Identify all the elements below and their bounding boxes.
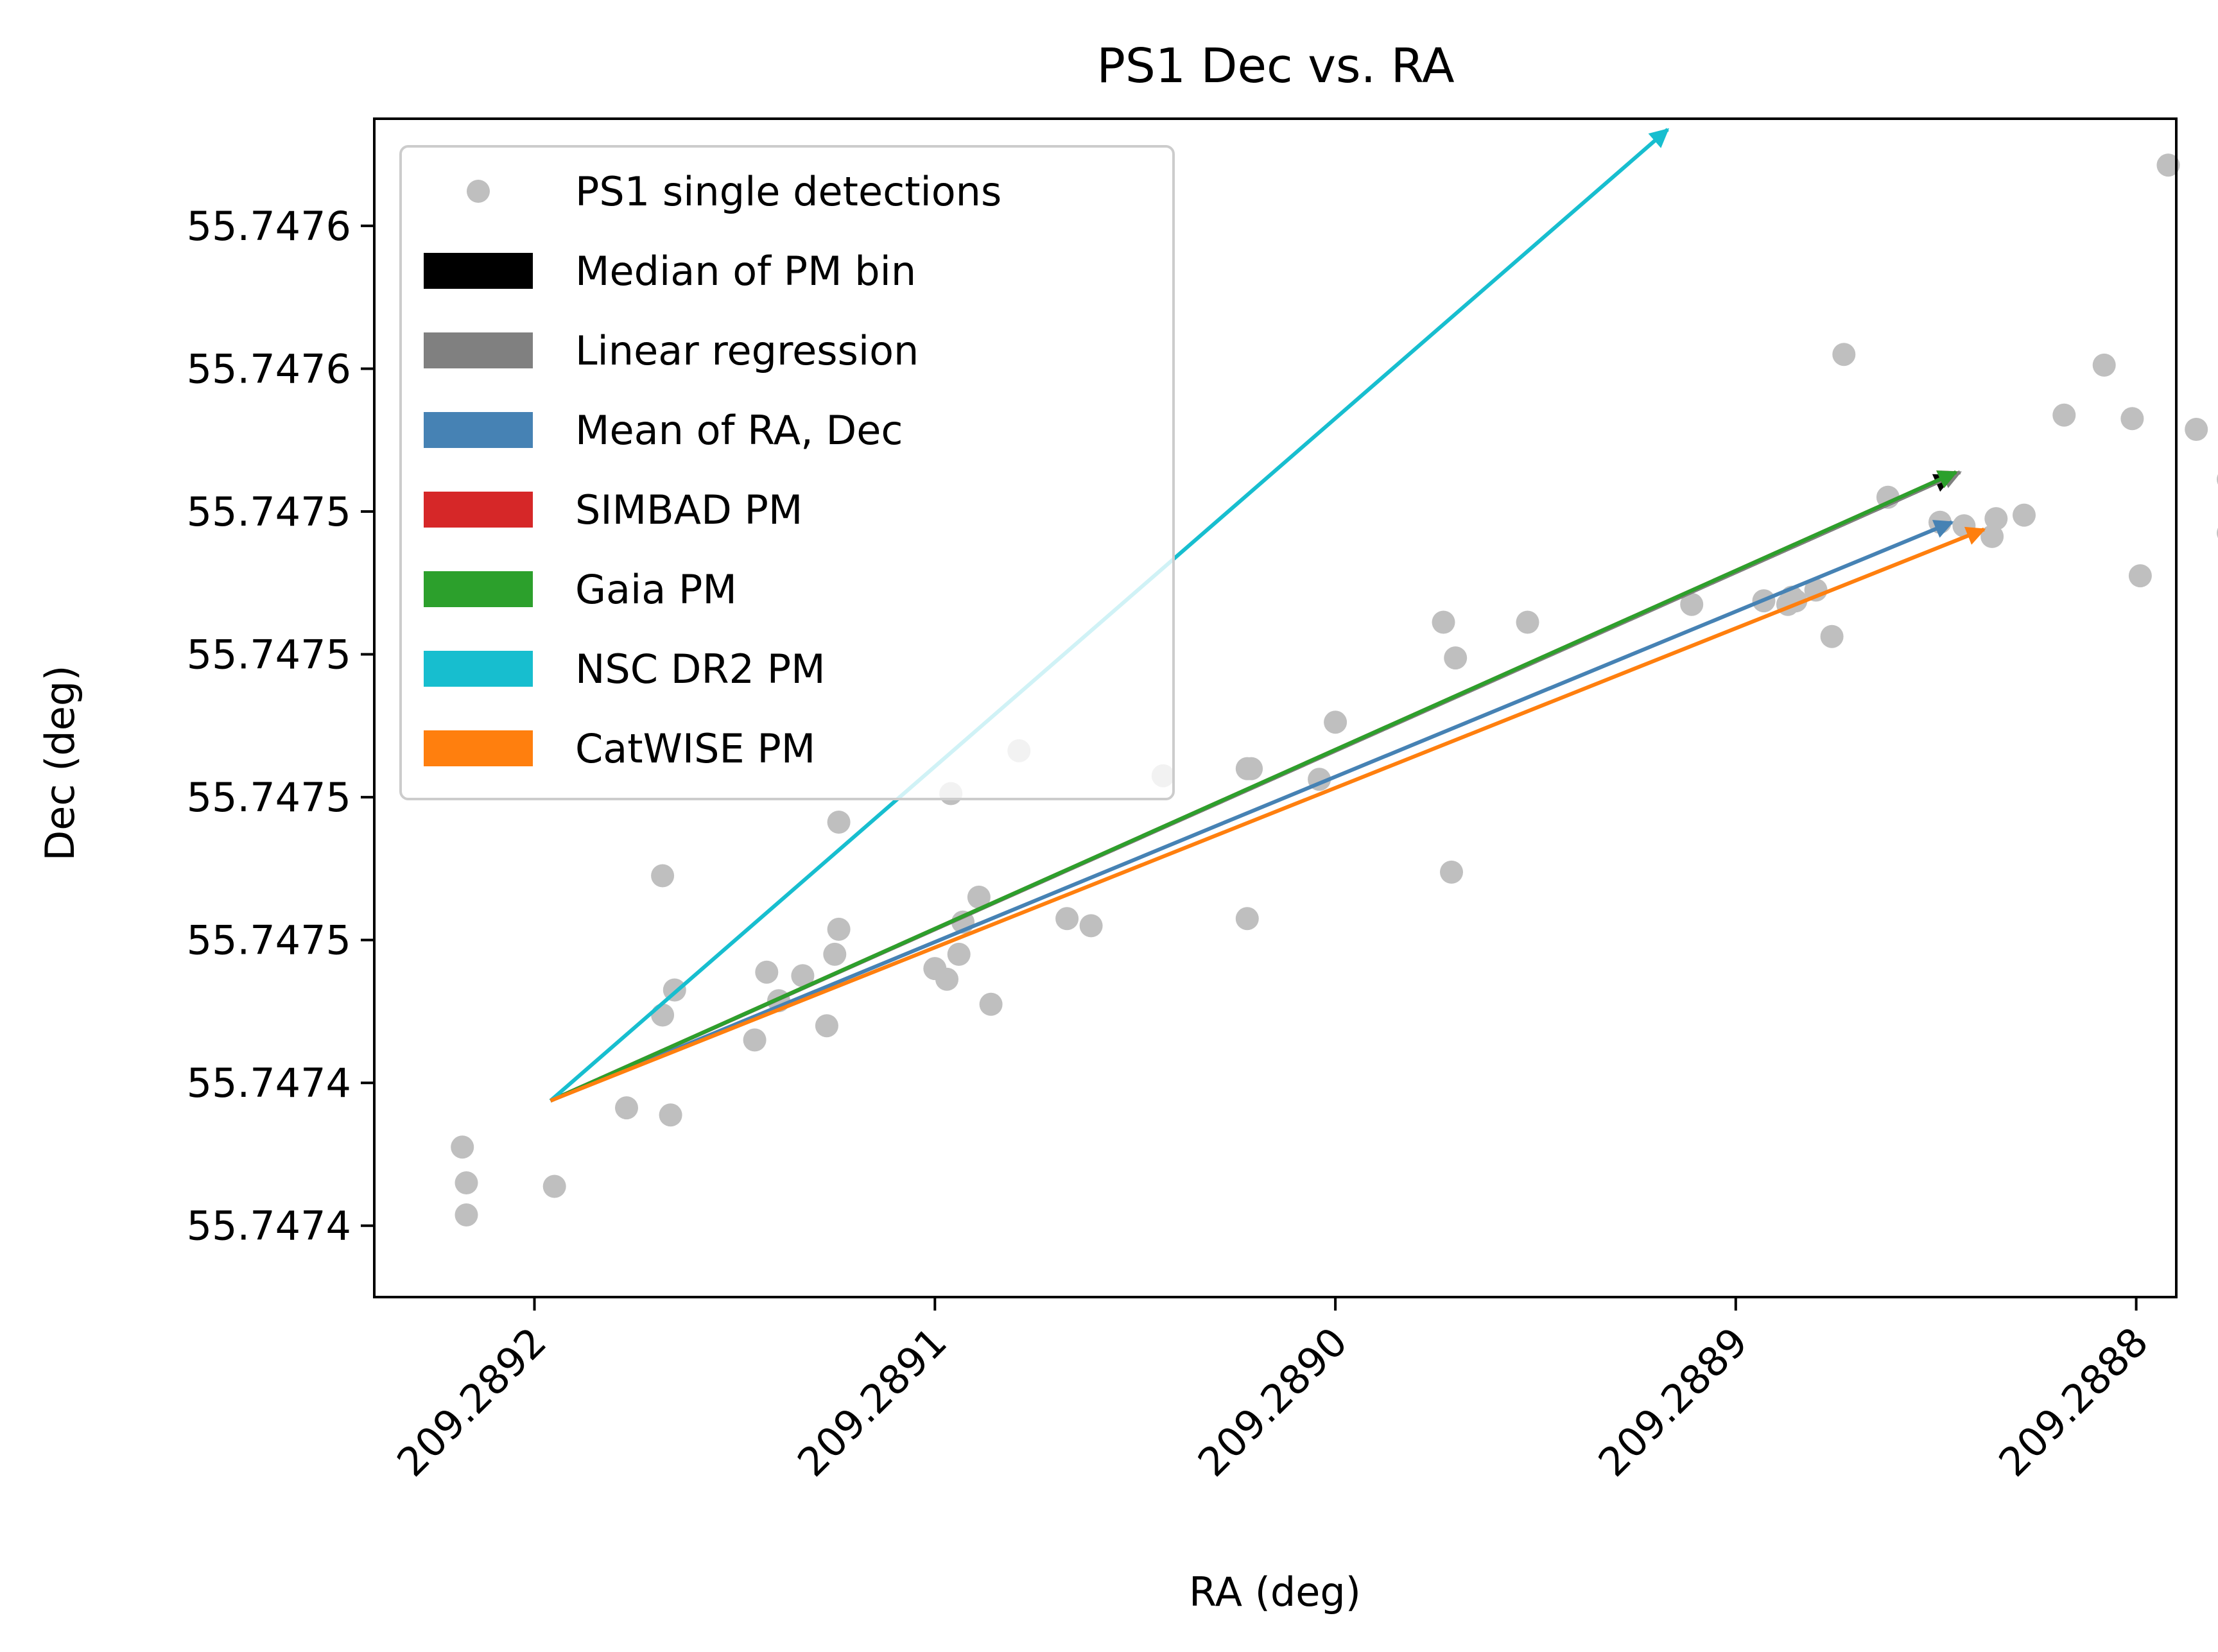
scatter-point [755,960,779,984]
legend-swatch [424,571,533,607]
y-tick-label: 55.7476 [187,346,351,393]
scatter-point [1516,610,1539,634]
y-axis-ticks: 55.7474 55.7474 55.7475 55.7475 55.7475 55.74… [187,203,374,1250]
legend-swatch [424,492,533,528]
scatter-point [542,1174,566,1198]
scatter-point [947,942,971,966]
y-tick-label: 55.7475 [187,488,351,535]
scatter-point [827,917,851,941]
scatter-point [1680,592,1704,616]
legend-swatch [424,412,533,448]
plot-frame [373,117,2178,1298]
scatter-point [651,1003,675,1027]
scatter-point [2013,503,2036,527]
legend-swatch [424,651,533,687]
scatter-point [455,1171,478,1194]
scatter-point [455,1203,478,1226]
scatter-point [1235,907,1259,931]
scatter-point [2120,407,2144,431]
y-axis-label: Dec (deg) [37,666,83,861]
legend-frame [399,145,1175,800]
scatter-point [1324,710,1347,734]
scatter-point [2156,153,2180,177]
legend-label: CatWISE PM [575,725,815,772]
legend-label: NSC DR2 PM [575,646,826,693]
legend-swatch [424,730,533,766]
scatter-point [1444,646,1468,670]
legend-label: Median of PM bin [575,248,916,295]
scatter-point [1432,610,1455,634]
scatter-point [451,1135,474,1159]
legend-swatch [424,253,533,289]
y-tick-label: 55.7475 [187,917,351,964]
legend-marker [467,180,490,203]
scatter-point [823,942,847,966]
scatter-point [1984,507,2008,531]
arrow-gaia-pm [550,470,1958,1103]
scatter-point [659,1103,682,1127]
arrow-mean-of-ra-dec [550,520,1954,1103]
arrow-catwise-pm [550,526,1986,1103]
scatter-point [967,885,991,909]
scatter-point [1079,914,1103,938]
scatter-point [651,864,675,888]
scatter-point [1980,524,2004,548]
scatter-point [2052,403,2076,427]
scatter-point [2185,418,2208,441]
y-tick-label: 55.7475 [187,632,351,678]
legend-label: PS1 single detections [575,168,1001,215]
scatter-point [979,992,1003,1016]
scatter-point [815,1014,838,1038]
legend-label: SIMBAD PM [575,486,802,533]
scatter-point [935,967,958,991]
y-tick-label: 55.7474 [187,1060,351,1106]
scatter-point [2128,564,2152,588]
scatter-point [1055,907,1079,931]
scatter-point [743,1028,767,1052]
scatter-point [827,811,851,834]
scatter-point [1820,624,1844,648]
legend-label: Mean of RA, Dec [575,407,903,454]
scatter-point [1240,757,1263,780]
scatter-point [791,964,815,988]
chart-title: PS1 Dec vs. RA [1096,39,1455,94]
legend: PS1 single detections Median of PM bin Lin… [399,145,1175,800]
scatter-point [1832,343,1856,366]
legend-label: Linear regression [575,327,919,374]
scatter-point [1440,860,1463,884]
y-tick-label: 55.7475 [187,774,351,821]
x-axis-label: RA (deg) [1189,1569,1361,1615]
scatter-point [615,1096,638,1120]
arrow-series [549,128,1986,1103]
legend-label: Gaia PM [575,566,737,613]
scatter-point [2092,353,2116,377]
legend-swatch [424,332,533,368]
y-tick-label: 55.7476 [187,203,351,250]
y-tick-label: 55.7474 [187,1203,351,1250]
